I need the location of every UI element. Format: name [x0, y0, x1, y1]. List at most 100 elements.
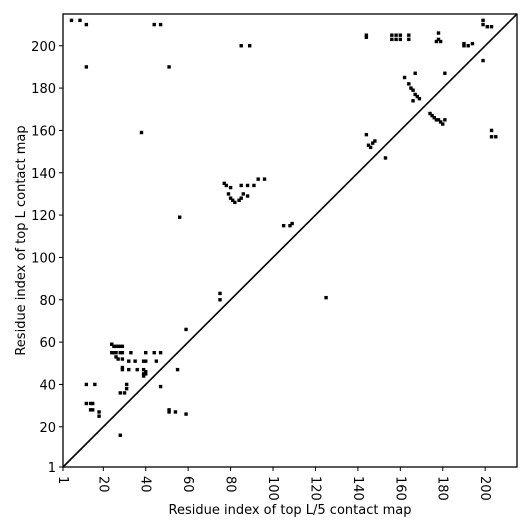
contact-point — [175, 367, 180, 372]
contact-point — [110, 342, 114, 346]
y-tick-label: 160 — [31, 124, 56, 139]
contact-point — [127, 367, 131, 372]
x-axis: 1 20 40 60 80 100 120 140 160 180 200 — [55, 467, 492, 501]
x-tick-label: 200 — [477, 476, 492, 501]
contact-point — [120, 367, 125, 372]
contact-point — [364, 35, 369, 39]
contact-point — [110, 350, 114, 355]
contact-point — [141, 367, 146, 372]
contact-point — [118, 433, 122, 437]
contact-point — [415, 94, 419, 99]
contact-point — [114, 350, 118, 355]
contact-point — [371, 141, 375, 145]
contact-point — [324, 295, 328, 300]
contact-point — [228, 196, 233, 200]
contact-point — [434, 39, 439, 44]
contact-point — [124, 382, 129, 387]
y-tick-label: 100 — [31, 251, 56, 266]
contact-point — [167, 65, 171, 69]
contact-point — [288, 223, 292, 228]
y-tick-label: 180 — [31, 82, 56, 97]
contact-point — [167, 408, 171, 412]
contact-point — [184, 412, 188, 416]
contact-point — [494, 135, 498, 139]
contact-point — [167, 410, 171, 414]
x-tick-label: 180 — [435, 476, 450, 501]
plot-frame — [62, 13, 518, 468]
contact-points — [69, 18, 498, 437]
contact-point — [141, 374, 146, 378]
contact-point — [97, 410, 101, 414]
contact-point — [470, 41, 475, 46]
y-tick-label: 200 — [31, 40, 56, 55]
contact-point — [390, 33, 394, 37]
contact-point — [158, 22, 163, 27]
contact-point — [135, 367, 139, 372]
contact-point — [224, 183, 229, 188]
contact-point — [252, 183, 256, 188]
contact-point — [218, 291, 222, 296]
contact-point — [118, 344, 122, 349]
contact-point — [141, 372, 146, 376]
contact-point — [122, 391, 127, 395]
contact-point — [173, 410, 178, 414]
contact-point — [489, 135, 494, 139]
contact-point — [481, 58, 485, 63]
contact-point — [436, 118, 441, 122]
contact-point — [364, 33, 369, 37]
contact-point — [114, 355, 118, 359]
contact-point — [430, 113, 434, 118]
contact-point — [118, 391, 122, 395]
contact-point — [154, 359, 159, 363]
contact-point — [364, 132, 369, 137]
contact-point — [462, 44, 466, 48]
x-tick-label: 1 — [55, 476, 70, 484]
contact-point — [398, 37, 403, 42]
contact-point — [133, 359, 137, 363]
y-tick-label: 20 — [39, 421, 56, 436]
contact-point — [124, 386, 129, 391]
contact-point — [226, 192, 231, 196]
contact-point — [485, 25, 489, 29]
contact-point — [158, 350, 163, 355]
contact-point — [116, 357, 120, 361]
y-tick-label: 60 — [39, 336, 56, 351]
contact-point — [394, 33, 398, 37]
contact-point — [118, 350, 122, 355]
contact-point — [91, 401, 95, 406]
contact-point — [409, 86, 413, 90]
contact-point — [383, 156, 388, 160]
contact-point — [241, 192, 246, 196]
contact-point — [120, 344, 125, 349]
contact-point — [97, 414, 101, 418]
y-tick-label: 1 — [48, 461, 56, 476]
contact-point — [368, 145, 373, 150]
contact-point — [411, 88, 415, 92]
diagonal-line — [62, 13, 518, 468]
contact-point — [144, 350, 148, 355]
contact-point — [394, 37, 398, 42]
contact-point — [239, 196, 243, 200]
contact-point — [373, 139, 377, 143]
contact-point — [411, 99, 415, 103]
contact-point — [245, 183, 250, 188]
contact-point — [262, 177, 267, 181]
contact-point — [281, 223, 286, 228]
contact-point — [481, 18, 485, 23]
contact-point — [481, 22, 485, 27]
contact-point — [245, 194, 250, 198]
contact-point — [152, 22, 156, 27]
contact-point — [158, 384, 163, 389]
contact-point — [114, 344, 118, 349]
contact-point — [436, 37, 441, 42]
contact-point — [144, 370, 148, 374]
contact-point — [398, 33, 403, 37]
contact-point — [78, 18, 82, 23]
contact-point — [88, 401, 93, 406]
contact-point — [228, 185, 233, 190]
contact-point — [84, 65, 89, 69]
contact-point — [438, 39, 443, 44]
contact-point — [417, 96, 422, 101]
contact-point — [144, 372, 148, 376]
